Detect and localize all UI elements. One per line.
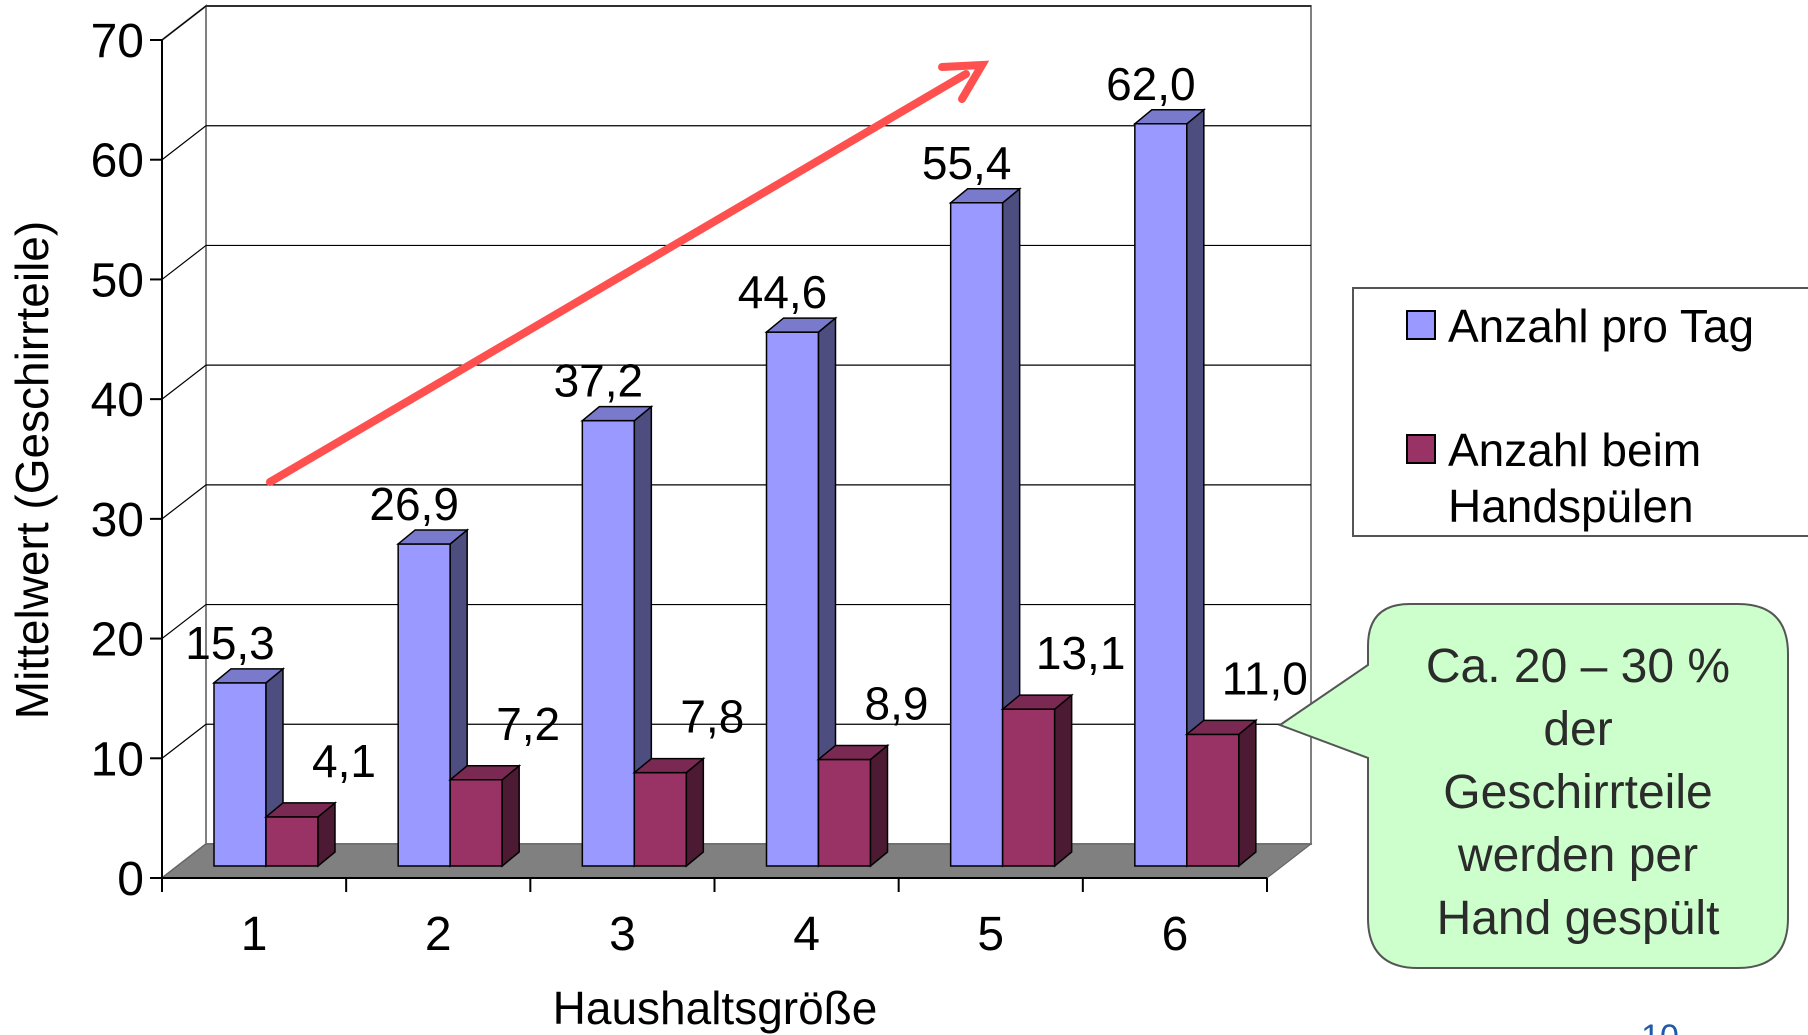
callout-line-5: Hand gespült <box>1437 892 1720 945</box>
y-tick-label: 20 <box>91 614 144 667</box>
legend-label-series-2-line-1: Anzahl beim <box>1448 424 1701 476</box>
page-number: 10 <box>1641 1018 1679 1035</box>
data-label-series-1: 37,2 <box>554 355 644 407</box>
bar-series-2-cat-3 <box>632 757 706 868</box>
bar-top <box>1000 694 1074 710</box>
gridline-side <box>161 125 207 161</box>
gridlines <box>161 5 1311 759</box>
callout-line-2: der <box>1543 703 1612 756</box>
bar-series-2-cat-2 <box>448 764 522 868</box>
bar-front <box>1186 733 1240 867</box>
bar-series-2-cat-4 <box>816 743 890 868</box>
bar-front <box>949 202 1004 867</box>
bar-side <box>869 743 889 868</box>
y-tick-label: 60 <box>91 135 144 188</box>
x-tick-label: 1 <box>241 908 268 961</box>
bar-front <box>265 816 319 867</box>
y-tick-label: 40 <box>91 374 144 427</box>
x-tick-label: 3 <box>609 908 636 961</box>
bar-series-2-cat-6 <box>1184 718 1258 868</box>
x-tick-label: 6 <box>1162 908 1189 961</box>
bar-side <box>1053 693 1073 868</box>
legend-label-series-2-line-2: Handspülen <box>1448 480 1694 532</box>
bar-series-2-cat-1 <box>263 801 338 868</box>
data-label-series-2: 8,9 <box>865 677 929 729</box>
bar-front <box>449 779 503 867</box>
callout-line-1: Ca. 20 – 30 % <box>1426 640 1730 693</box>
y-tick-label: 70 <box>91 15 144 68</box>
y-tick-label: 50 <box>91 254 144 307</box>
bar-front <box>397 543 451 867</box>
bar-top <box>632 757 706 774</box>
bar-top <box>580 405 654 422</box>
bar-front <box>765 331 820 867</box>
bar-top <box>816 744 890 761</box>
bar-front <box>817 758 872 867</box>
gridline-side <box>161 484 207 520</box>
bar-series-1-cat-3 <box>580 405 654 868</box>
y-axis-title: Mittelwert (Geschirrteile) <box>6 221 58 719</box>
data-label-series-2: 7,2 <box>496 698 560 750</box>
data-label-series-2: 11,0 <box>1222 652 1308 704</box>
gridline-side <box>161 244 207 280</box>
bar-series-2-cat-5 <box>1000 693 1074 868</box>
data-label-series-2: 4,1 <box>312 735 376 787</box>
legend: Anzahl pro Tag Anzahl beim Handspülen <box>1352 287 1808 537</box>
x-tick-label: 2 <box>425 908 452 961</box>
y-tick-label: 30 <box>91 494 144 547</box>
data-label-series-1: 15,3 <box>185 617 275 669</box>
data-labels: 15,3 4,1 26,9 7,2 37,2 7,8 44,6 8,9 55,4 13,1 62,0… <box>185 58 1308 787</box>
data-label-series-1: 55,4 <box>922 137 1012 189</box>
gridline-side <box>161 604 207 640</box>
bar-front <box>581 419 636 867</box>
gridline-side <box>161 364 207 400</box>
bar-front <box>213 682 267 867</box>
data-label-series-2: 7,8 <box>680 691 744 743</box>
bar-top <box>764 317 838 333</box>
x-axis-title: Haushaltsgröße <box>553 982 878 1034</box>
bars <box>211 108 1258 868</box>
bar-top <box>1132 109 1206 125</box>
gridline-side <box>161 5 207 41</box>
legend-swatch-series-2 <box>1406 434 1436 464</box>
bar-front <box>633 771 688 867</box>
callout-line-4: werden per <box>1457 829 1698 882</box>
callout: Ca. 20 – 30 % der Geschirrteile werden p… <box>1277 603 1789 969</box>
bar-front <box>1001 708 1056 867</box>
data-label-series-1: 44,6 <box>738 266 828 318</box>
trend-arrow-head <box>938 60 990 103</box>
data-label-series-1: 62,0 <box>1106 58 1196 110</box>
callout-line-3: Geschirrteile <box>1443 766 1712 819</box>
bar-top <box>263 802 338 818</box>
bar-top <box>448 765 522 781</box>
data-label-series-1: 26,9 <box>369 478 459 530</box>
y-tick-label: 10 <box>91 733 144 786</box>
bar-side <box>685 757 705 868</box>
gridline-side <box>161 723 207 759</box>
legend-swatch-series-1 <box>1406 310 1436 340</box>
side-wall <box>161 3 207 881</box>
data-label-series-2: 13,1 <box>1036 627 1126 679</box>
trend-arrow-shaft <box>266 70 970 486</box>
x-tick-label: 5 <box>977 908 1004 961</box>
bar-side <box>501 764 520 868</box>
trend-arrow <box>266 60 990 486</box>
bar-series-1-cat-1 <box>211 667 286 868</box>
bar-top <box>396 529 470 545</box>
bar-top <box>948 188 1022 204</box>
bar-front <box>1134 123 1188 867</box>
legend-label-series-1: Anzahl pro Tag <box>1448 300 1754 352</box>
bar-top <box>211 668 286 684</box>
x-tick-label: 4 <box>793 908 820 961</box>
callout-bubble <box>1277 603 1789 969</box>
y-tick-label: 0 <box>117 853 144 906</box>
axes: 0 10 20 30 40 50 60 70 1 2 3 4 5 6 <box>91 15 1268 961</box>
bar-top <box>1184 719 1258 736</box>
bar-side <box>1238 718 1257 868</box>
